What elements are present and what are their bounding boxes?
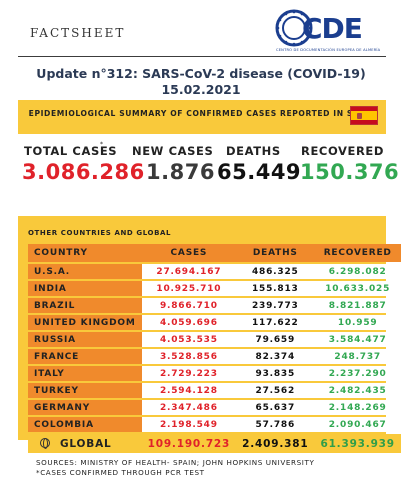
recovered-cell: 2.090.467 bbox=[314, 417, 401, 432]
global-recovered-cell: 61.393.939 bbox=[314, 434, 401, 453]
cases-cell: 2.347.486 bbox=[141, 400, 237, 415]
recovered-cell: 10.633.025 bbox=[314, 281, 401, 296]
new-cases-label: NEW CASES bbox=[132, 144, 214, 158]
deaths-cell: 57.786 bbox=[236, 417, 315, 432]
update-title: Update n°312: SARS-CoV-2 disease (COVID-… bbox=[36, 66, 366, 97]
spain-flag-icon bbox=[350, 106, 378, 125]
recovered-cell: 2.148.269 bbox=[314, 400, 401, 415]
total-cases-label: TOTAL CASES bbox=[24, 144, 118, 158]
deaths-cell: 82.374 bbox=[236, 349, 315, 364]
deaths-cell: 117.622 bbox=[236, 315, 315, 330]
global-row: GLOBAL 109.190.723 2.409.381 61.393.939 bbox=[28, 434, 401, 453]
cde-logo: CDE CENTRO DE DOCUMENTACIÓN EUROPEA DE A… bbox=[274, 8, 390, 58]
countries-table: COUNTRY CASES DEATHS RECOVERED U.S.A. 27… bbox=[28, 242, 401, 455]
deaths-cell: 27.562 bbox=[236, 383, 315, 398]
global-label: GLOBAL bbox=[60, 437, 112, 450]
deaths-cell: 93.835 bbox=[236, 366, 315, 381]
recovered-value: 150.376 bbox=[300, 160, 400, 184]
table-row: TURKEY 2.594.128 27.562 2.482.435 bbox=[28, 383, 401, 398]
cde-logo-emblem-icon bbox=[275, 9, 313, 47]
table-row: RUSSIA 4.053.535 79.659 3.584.477 bbox=[28, 332, 401, 347]
country-cell: ITALY bbox=[28, 366, 142, 381]
cases-cell: 27.694.167 bbox=[141, 264, 237, 279]
deaths-cell: 65.637 bbox=[236, 400, 315, 415]
cases-cell: 4.053.535 bbox=[141, 332, 237, 347]
country-cell: TURKEY bbox=[28, 383, 142, 398]
recovered-cell: 3.584.477 bbox=[314, 332, 401, 347]
country-cell: FRANCE bbox=[28, 349, 142, 364]
cases-cell: 2.198.549 bbox=[141, 417, 237, 432]
column-header-deaths: DEATHS bbox=[236, 244, 315, 262]
global-cases-cell: 109.190.723 bbox=[141, 434, 237, 453]
deaths-cell: 239.773 bbox=[236, 298, 315, 313]
spain-summary-header: EPIDEMIOLOGICAL SUMMARY OF CONFIRMED CAS… bbox=[28, 109, 376, 118]
country-cell: BRAZIL bbox=[28, 298, 142, 313]
table-row: ITALY 2.729.223 93.835 2.237.290 bbox=[28, 366, 401, 381]
table-row: INDIA 10.925.710 155.813 10.633.025 bbox=[28, 281, 401, 296]
country-cell: GERMANY bbox=[28, 400, 142, 415]
table-row: FRANCE 3.528.856 82.374 248.737 bbox=[28, 349, 401, 364]
country-cell: RUSSIA bbox=[28, 332, 142, 347]
sources-note: SOURCES: MINISTRY OF HEALTH- SPAIN; JOHN… bbox=[36, 458, 314, 478]
spain-stats-box bbox=[18, 134, 386, 216]
country-cell: INDIA bbox=[28, 281, 142, 296]
recovered-cell: 2.237.290 bbox=[314, 366, 401, 381]
logo-subtext: CENTRO DE DOCUMENTACIÓN EUROPEA DE ALMER… bbox=[276, 48, 381, 52]
header: FACTSHEET CDE CENTRO DE DOCUMENTACIÓN EU… bbox=[0, 0, 401, 60]
factsheet-label: FACTSHEET bbox=[30, 26, 126, 40]
recovered-cell: 2.482.435 bbox=[314, 383, 401, 398]
cases-cell: 4.059.696 bbox=[141, 315, 237, 330]
cases-cell: 2.729.223 bbox=[141, 366, 237, 381]
global-deaths-cell: 2.409.381 bbox=[236, 434, 315, 453]
cases-cell: 2.594.128 bbox=[141, 383, 237, 398]
global-country-cell: GLOBAL bbox=[28, 434, 142, 453]
deaths-cell: 155.813 bbox=[236, 281, 315, 296]
country-cell: UNITED KINGDOM bbox=[28, 315, 142, 330]
cases-cell: 3.528.856 bbox=[141, 349, 237, 364]
new-cases-value: 1.876 bbox=[146, 160, 215, 184]
country-cell: COLOMBIA bbox=[28, 417, 142, 432]
recovered-cell: 10.959 bbox=[314, 315, 401, 330]
recovered-cell: 248.737 bbox=[314, 349, 401, 364]
table-row: UNITED KINGDOM 4.059.696 117.622 10.959 bbox=[28, 315, 401, 330]
deaths-cell: 79.659 bbox=[236, 332, 315, 347]
table-row: GERMANY 2.347.486 65.637 2.148.269 bbox=[28, 400, 401, 415]
recovered-cell: 6.298.082 bbox=[314, 264, 401, 279]
deaths-cell: 486.325 bbox=[236, 264, 315, 279]
table-header-row: COUNTRY CASES DEATHS RECOVERED bbox=[28, 244, 401, 262]
logo-text: CDE bbox=[302, 12, 363, 45]
total-cases-note: * bbox=[100, 141, 103, 148]
column-header-country: COUNTRY bbox=[28, 244, 142, 262]
column-header-cases: CASES bbox=[141, 244, 237, 262]
header-divider bbox=[18, 56, 386, 57]
recovered-cell: 8.821.887 bbox=[314, 298, 401, 313]
globe-icon bbox=[40, 437, 50, 449]
total-cases-value: 3.086.286 bbox=[22, 160, 145, 184]
other-countries-label: OTHER COUNTRIES AND GLOBAL bbox=[28, 229, 172, 237]
table-row: U.S.A. 27.694.167 486.325 6.298.082 bbox=[28, 264, 401, 279]
table-row: COLOMBIA 2.198.549 57.786 2.090.467 bbox=[28, 417, 401, 432]
country-cell: U.S.A. bbox=[28, 264, 142, 279]
cases-cell: 10.925.710 bbox=[141, 281, 237, 296]
recovered-label: RECOVERED bbox=[301, 144, 385, 158]
deaths-value: 65.449 bbox=[217, 160, 302, 184]
cases-cell: 9.866.710 bbox=[141, 298, 237, 313]
table-row: BRAZIL 9.866.710 239.773 8.821.887 bbox=[28, 298, 401, 313]
column-header-recovered: RECOVERED bbox=[314, 244, 401, 262]
sources-line: SOURCES: MINISTRY OF HEALTH- SPAIN; JOHN… bbox=[36, 458, 315, 467]
deaths-label: DEATHS bbox=[226, 144, 281, 158]
pcr-note-line: *CASES CONFIRMED THROUGH PCR TEST bbox=[36, 468, 205, 477]
